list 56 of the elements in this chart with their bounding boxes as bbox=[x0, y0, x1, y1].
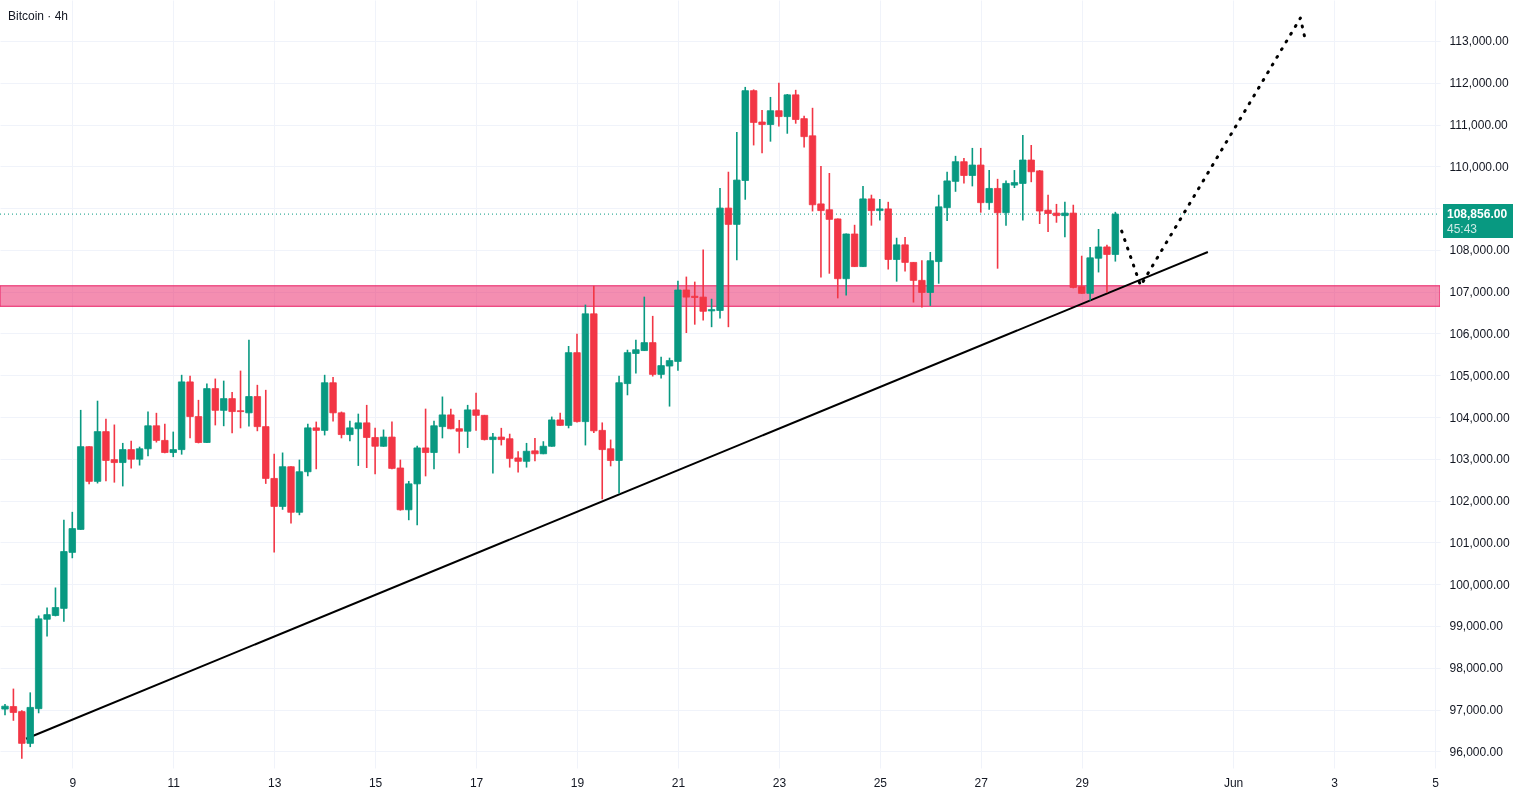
y-tick-label: 102,000.00 bbox=[1449, 494, 1510, 509]
candlestick bbox=[766, 96, 775, 143]
y-tick-label: 105,000.00 bbox=[1449, 368, 1510, 383]
x-tick-label: 3 bbox=[1331, 775, 1339, 790]
x-tick-label: Jun bbox=[1223, 775, 1244, 790]
x-tick-label: 19 bbox=[570, 775, 585, 790]
x-tick-label: 21 bbox=[671, 775, 686, 790]
candlestick bbox=[522, 442, 531, 469]
y-tick-label: 101,000.00 bbox=[1449, 535, 1510, 550]
y-tick-label: 111,000.00 bbox=[1449, 118, 1509, 133]
candlestick bbox=[245, 338, 253, 428]
candlestick bbox=[489, 432, 497, 475]
candlestick bbox=[876, 198, 884, 222]
candlestick bbox=[119, 442, 127, 488]
candlestick bbox=[893, 236, 901, 283]
y-tick-label: 113,000.00 bbox=[1449, 34, 1509, 49]
candlestick bbox=[867, 193, 876, 227]
y-tick-label: 100,000.00 bbox=[1449, 577, 1510, 592]
x-tick-label: 23 bbox=[772, 775, 787, 790]
x-tick-label: 11 bbox=[167, 775, 181, 790]
y-tick-label: 110,000.00 bbox=[1449, 159, 1509, 174]
candlestick bbox=[985, 169, 993, 211]
y-tick-label: 112,000.00 bbox=[1449, 76, 1509, 91]
candlestick bbox=[724, 170, 733, 328]
text: 45:43 bbox=[1447, 222, 1478, 237]
x-tick-label: 13 bbox=[268, 775, 282, 790]
y-tick-label: 97,000.00 bbox=[1449, 703, 1504, 717]
candlestick bbox=[775, 81, 783, 128]
y-tick-label: 99,000.00 bbox=[1449, 619, 1504, 634]
y-tick-label: 106,000.00 bbox=[1449, 326, 1510, 341]
ref-line-label: 108,856.00 bbox=[1447, 207, 1508, 222]
candlestick bbox=[211, 377, 219, 427]
candlestick bbox=[220, 379, 228, 427]
x-tick-label: 5 bbox=[1432, 775, 1440, 790]
candlestick bbox=[960, 157, 968, 185]
x-tick-label: 29 bbox=[1075, 775, 1090, 790]
candlestick bbox=[531, 437, 539, 463]
candlestick bbox=[312, 420, 320, 471]
x-tick-label: 15 bbox=[368, 775, 383, 790]
candlestick bbox=[464, 404, 472, 449]
x-tick-label: 27 bbox=[974, 775, 989, 790]
y-tick-label: 104,000.00 bbox=[1449, 410, 1510, 425]
x-tick-label: 25 bbox=[873, 775, 888, 790]
candlestick bbox=[1103, 244, 1111, 294]
candlestick bbox=[783, 93, 791, 135]
y-tick-label: 103,000.00 bbox=[1449, 452, 1510, 467]
text: Bitcoin · 4h bbox=[8, 9, 69, 23]
y-tick-label: 107,000.00 bbox=[1449, 285, 1510, 300]
y-tick-label: 98,000.00 bbox=[1449, 661, 1504, 676]
candlestick bbox=[421, 407, 430, 478]
y-tick-label: 96,000.00 bbox=[1449, 744, 1504, 759]
x-tick-label: 17 bbox=[469, 775, 484, 790]
y-tick-label: 108,000.00 bbox=[1449, 243, 1510, 258]
candlestick bbox=[968, 147, 976, 188]
x-tick-label: 9 bbox=[69, 775, 77, 790]
candlestick bbox=[127, 440, 135, 470]
